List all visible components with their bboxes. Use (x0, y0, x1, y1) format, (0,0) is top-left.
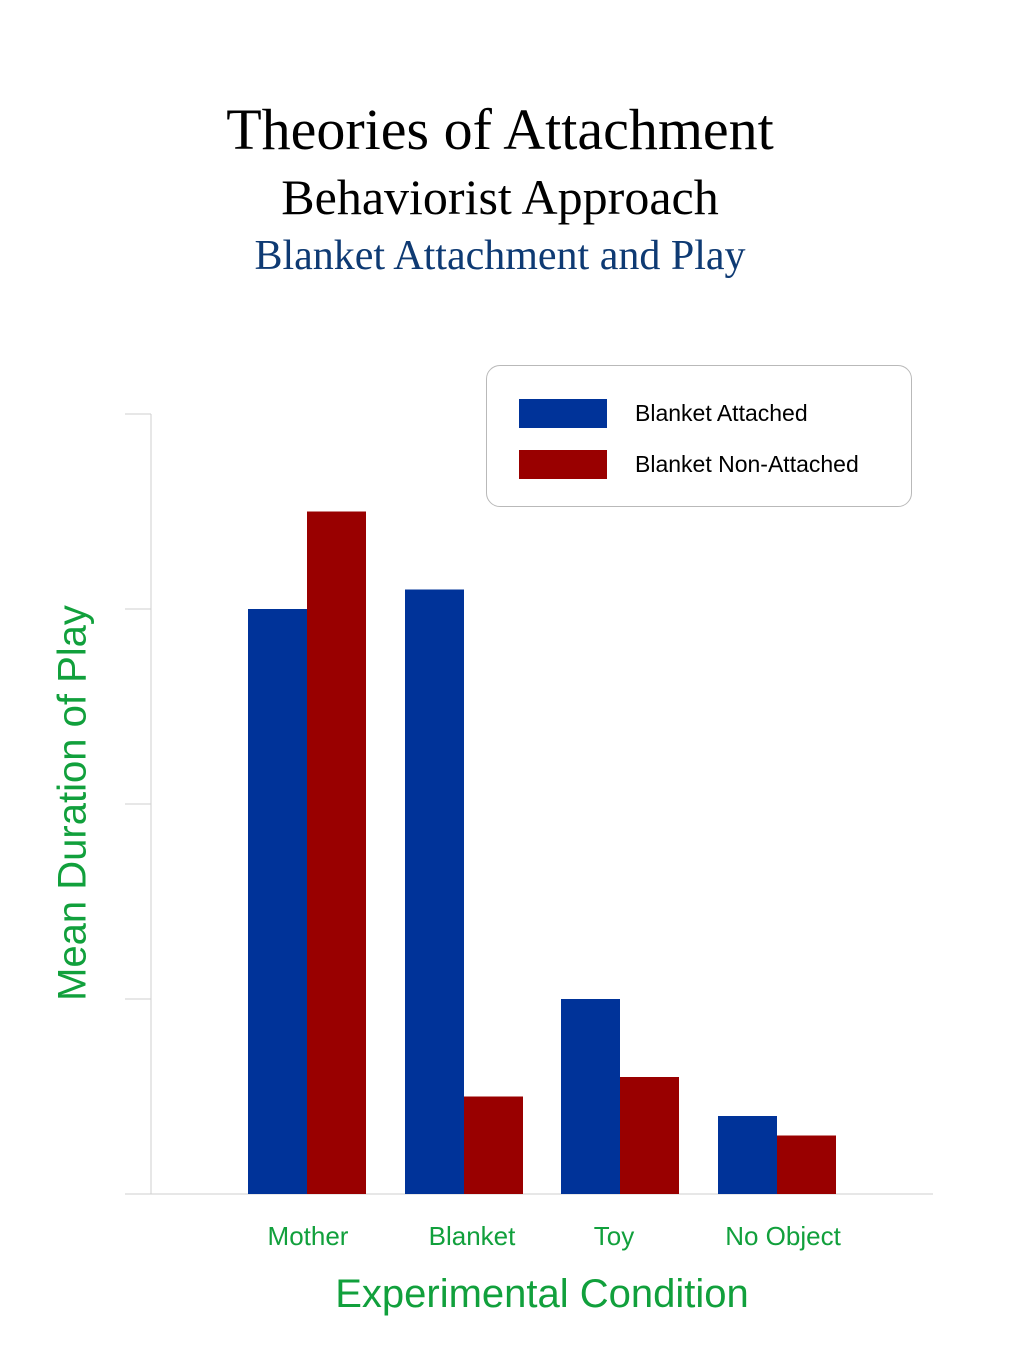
legend-swatch-blanket-attached (519, 398, 607, 428)
page-subtitle: Behaviorist Approach (281, 169, 719, 225)
x-tick-label: Toy (594, 1221, 634, 1251)
legend-label: Blanket Attached (635, 399, 808, 426)
chart-title: Blanket Attachment and Play (254, 233, 746, 279)
chart-legend: Blanket Attached Blanket Non-Attached (486, 365, 912, 507)
legend-item-blanket-attached: Blanket Attached (519, 398, 808, 428)
bar-blanket-attached (718, 1116, 777, 1194)
bar-blanket-non-attached (307, 511, 366, 1194)
y-axis-title: Mean Duration of Play (50, 605, 95, 1001)
page-title: Theories of Attachment (226, 97, 774, 162)
legend-label: Blanket Non-Attached (635, 450, 859, 477)
bar-blanket-non-attached (777, 1135, 836, 1194)
x-tick-label: Blanket (429, 1221, 516, 1251)
legend-item-blanket-non-attached: Blanket Non-Attached (519, 449, 859, 479)
x-tick-label: No Object (725, 1221, 841, 1251)
legend-swatch-blanket-non-attached (519, 449, 607, 479)
bar-blanket-non-attached (620, 1077, 679, 1194)
bar-blanket-attached (248, 609, 307, 1194)
x-axis-title: Experimental Condition (335, 1272, 749, 1316)
bar-blanket-non-attached (464, 1096, 523, 1194)
x-tick-label: Mother (268, 1221, 349, 1251)
bar-blanket-attached (561, 999, 620, 1194)
bar-blanket-attached (405, 589, 464, 1194)
